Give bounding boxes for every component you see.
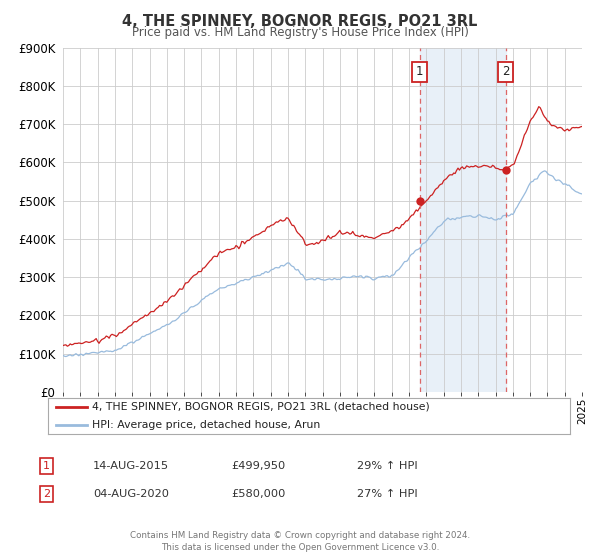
Text: 1: 1 xyxy=(416,65,424,78)
Text: 2: 2 xyxy=(43,489,50,499)
Text: 14-AUG-2015: 14-AUG-2015 xyxy=(93,461,169,471)
Text: £499,950: £499,950 xyxy=(231,461,285,471)
Text: 4, THE SPINNEY, BOGNOR REGIS, PO21 3RL: 4, THE SPINNEY, BOGNOR REGIS, PO21 3RL xyxy=(122,14,478,29)
Text: 2: 2 xyxy=(502,65,509,78)
Text: Contains HM Land Registry data © Crown copyright and database right 2024.
This d: Contains HM Land Registry data © Crown c… xyxy=(130,531,470,552)
Text: HPI: Average price, detached house, Arun: HPI: Average price, detached house, Arun xyxy=(92,420,320,430)
Text: £580,000: £580,000 xyxy=(231,489,286,499)
Text: 4, THE SPINNEY, BOGNOR REGIS, PO21 3RL (detached house): 4, THE SPINNEY, BOGNOR REGIS, PO21 3RL (… xyxy=(92,402,430,412)
Text: 29% ↑ HPI: 29% ↑ HPI xyxy=(357,461,418,471)
Text: 27% ↑ HPI: 27% ↑ HPI xyxy=(357,489,418,499)
Text: 04-AUG-2020: 04-AUG-2020 xyxy=(93,489,169,499)
Text: Price paid vs. HM Land Registry's House Price Index (HPI): Price paid vs. HM Land Registry's House … xyxy=(131,26,469,39)
Text: 1: 1 xyxy=(43,461,50,471)
Bar xyxy=(420,48,506,392)
